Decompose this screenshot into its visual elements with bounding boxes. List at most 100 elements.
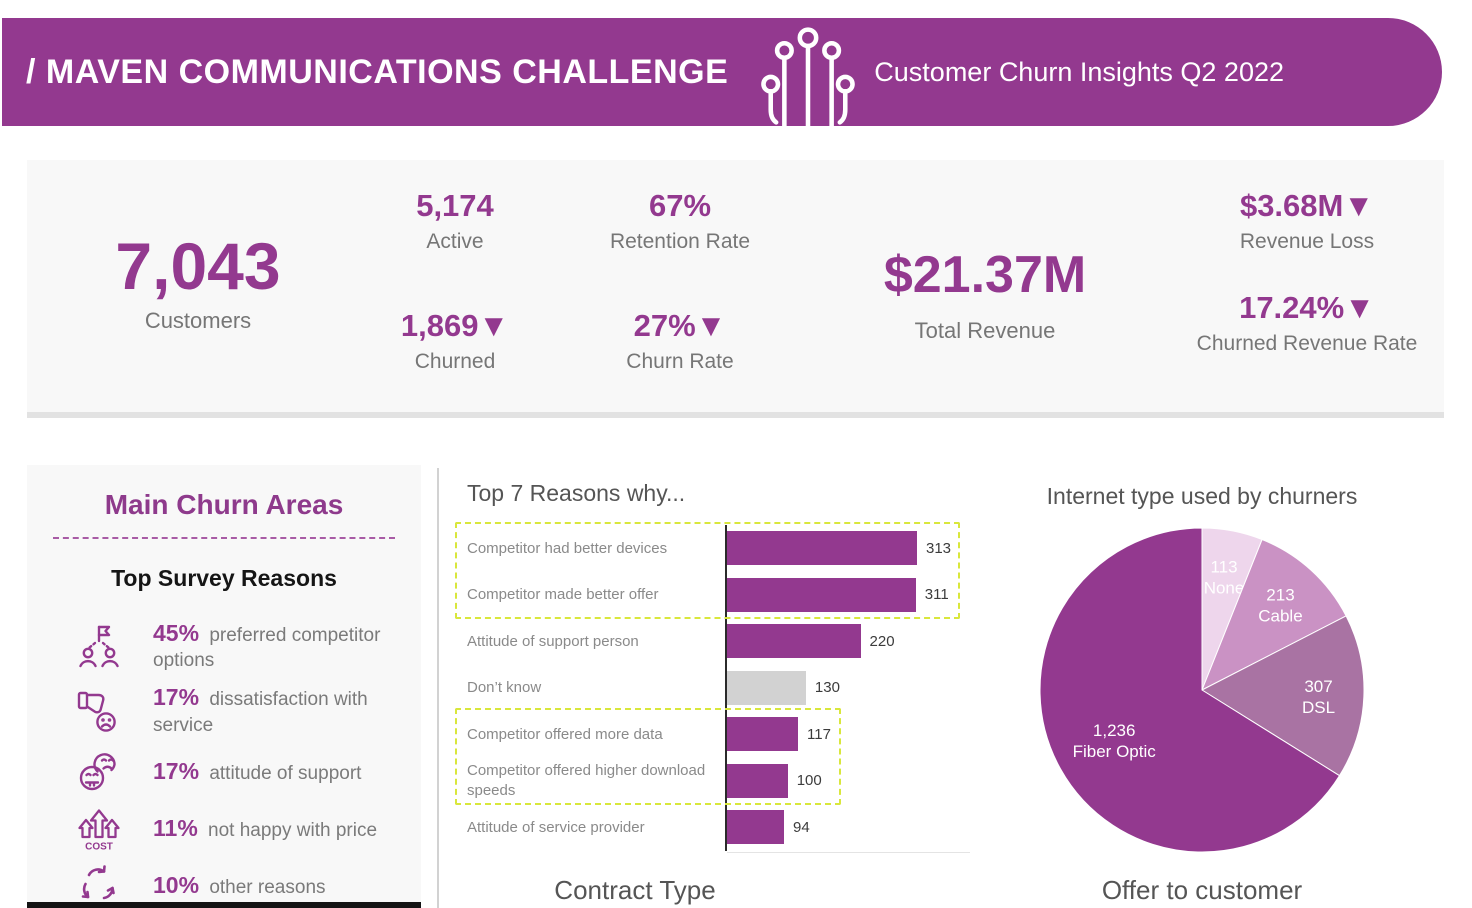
- kpi-retention-rate: 67% Retention Rate: [570, 188, 790, 255]
- bar-value-label: 220: [869, 632, 895, 650]
- bar-chart-row: Competitor offered higher download speed…: [467, 757, 972, 804]
- kpi-churned-label: Churned: [414, 349, 496, 373]
- column-divider: [437, 468, 439, 908]
- survey-reason-row: 11% not happy with price: [71, 804, 407, 852]
- bar-category-label: Attitude of support person: [467, 632, 639, 650]
- cycle-arrows-icon: [71, 861, 127, 908]
- survey-reason-row: 17% attitude of support: [71, 747, 407, 795]
- kpi-churned: 1,869▼ Churned: [375, 308, 535, 375]
- highlight-box: [455, 708, 842, 805]
- survey-reason-row: 17% dissatisfaction with service: [71, 682, 407, 737]
- kpi-revenue-loss-value: $3.68M▼: [1239, 188, 1375, 223]
- kpi-active-value: 5,174: [416, 188, 494, 223]
- survey-reason-row: 45% preferred competitor options: [71, 618, 407, 673]
- bar-chart-title: Top 7 Reasons why...: [467, 480, 686, 506]
- kpi-churned-revenue-rate-label: Churned Revenue Rate: [1196, 331, 1418, 355]
- dashed-divider: [53, 537, 395, 539]
- contract-type-title: Contract Type: [554, 875, 716, 905]
- survey-reason-label: attitude of support: [204, 762, 362, 784]
- survey-reason-text: 45% preferred competitor options: [153, 618, 407, 673]
- bar-value-label: 130: [814, 679, 840, 697]
- survey-reason-percent: 11%: [153, 814, 198, 841]
- pie-chart: 113 None 213 Cable 307 DSL 1,236 Fiber Optic: [1039, 527, 1365, 853]
- circuit-icon: [761, 27, 856, 126]
- pie-chart-title: Internet type used by churners: [1046, 483, 1358, 509]
- bar[interactable]: [727, 810, 785, 845]
- competitor-people-flag-icon: [71, 622, 127, 670]
- bar-value-label: 313: [926, 539, 952, 557]
- top-reasons-bar-chart: Top 7 Reasons why... Competitor had bett…: [450, 475, 985, 908]
- bar-chart-row: Attitude of service provider 94: [467, 804, 972, 851]
- kpi-churn-rate-label: Churn Rate: [626, 349, 734, 373]
- kpi-churned-value: 1,869▼: [400, 308, 510, 343]
- internet-type-pie-chart: Internet type used by churners 113 None 21…: [985, 475, 1472, 908]
- kpi-churn-rate-value: 27%▼: [633, 308, 727, 343]
- pie-slice[interactable]: [1039, 527, 1341, 853]
- pie-slice-label: 113 None: [1204, 557, 1245, 597]
- page-title: / MAVEN COMMUNICATIONS CHALLENGE: [26, 52, 729, 91]
- kpi-customers: 7,043 Customers: [33, 229, 363, 335]
- survey-reason-text: 11% not happy with price: [153, 813, 377, 843]
- kpi-total-revenue-label: Total Revenue: [914, 317, 1056, 343]
- bar-chart-row: Don’t know 130: [467, 664, 972, 711]
- bar-category-label: Competitor offered more data: [467, 725, 663, 743]
- bar-value-label: 311: [924, 586, 949, 604]
- kpi-retention-value: 67%: [648, 188, 712, 223]
- thumbs-down-sad-face-icon: [71, 686, 127, 734]
- main-churn-areas-panel: Main Churn Areas Top Survey Reasons 45% …: [27, 465, 421, 908]
- bar[interactable]: [727, 531, 917, 566]
- kpi-revenue-loss-label: Revenue Loss: [1239, 229, 1375, 253]
- bar-value-label: 100: [796, 772, 822, 790]
- survey-reason-label: dissatisfaction with service: [153, 689, 368, 736]
- unhappy-faces-icon: [71, 747, 127, 795]
- kpi-revenue-loss: $3.68M▼ Revenue Loss: [1177, 188, 1437, 255]
- header-banner: / MAVEN COMMUNICATIONS CHALLENGE Custome…: [2, 18, 1442, 126]
- bar-category-label: Competitor offered higher download speed…: [467, 762, 706, 799]
- kpi-total-revenue-value: $21.37M: [883, 246, 1087, 304]
- bar-category-label: Competitor made better offer: [467, 586, 659, 603]
- bar-category-label: Don’t know: [467, 679, 542, 696]
- bar[interactable]: [727, 670, 806, 705]
- pie-slice-label: 307 DSL: [1302, 677, 1335, 717]
- pie-slice-label: 213 Cable: [1258, 586, 1302, 626]
- survey-reason-label: preferred competitor options: [153, 625, 381, 672]
- survey-reason-label: not happy with price: [202, 819, 378, 841]
- survey-reason-text: 10% other reasons: [153, 870, 326, 900]
- offer-to-customer-title: Offer to customer: [1101, 875, 1303, 905]
- bar-value-label: 94: [793, 818, 810, 836]
- bar[interactable]: [727, 763, 788, 798]
- axis-baseline: [727, 852, 970, 853]
- bar-chart-row: Competitor made better offer 311: [467, 571, 972, 618]
- survey-reason-label: other reasons: [204, 876, 326, 898]
- survey-reason-percent: 10%: [153, 871, 200, 898]
- highlight-box: [455, 522, 960, 619]
- report-subtitle: Customer Churn Insights Q2 2022: [874, 56, 1284, 87]
- survey-reason-row: 10% other reasons: [71, 861, 407, 908]
- survey-reason-text: 17% dissatisfaction with service: [153, 682, 407, 737]
- kpi-customers-value: 7,043: [115, 229, 281, 303]
- pie-slice[interactable]: [1200, 615, 1365, 777]
- survey-reasons-list: 45% preferred competitor options 17% diss…: [71, 618, 407, 908]
- survey-reason-text: 17% attitude of support: [153, 756, 361, 786]
- survey-reasons-title: Top Survey Reasons: [111, 565, 337, 591]
- kpi-churned-revenue-rate-value: 17.24%▼: [1239, 290, 1375, 325]
- kpi-active-label: Active: [426, 229, 484, 253]
- cost-rising-arrows-icon: [71, 804, 127, 852]
- pie-slice[interactable]: [1201, 538, 1347, 692]
- kpi-total-revenue: $21.37M Total Revenue: [825, 248, 1145, 344]
- bar-chart-row: Competitor offered more data 117: [467, 711, 972, 758]
- bar-chart-row: Attitude of support person 220: [467, 618, 972, 665]
- bar[interactable]: [727, 717, 799, 752]
- survey-reason-percent: 45%: [153, 620, 200, 646]
- kpi-active: 5,174 Active: [375, 188, 535, 255]
- churn-areas-title: Main Churn Areas: [104, 489, 344, 520]
- bar[interactable]: [727, 577, 916, 612]
- kpi-summary-card: 7,043 Customers 5,174 Active 1,869▼ Chur…: [27, 160, 1444, 418]
- pie-slice-label: 1,236 Fiber Optic: [1073, 721, 1157, 761]
- bar-category-label: Competitor had better devices: [467, 539, 668, 557]
- survey-reason-percent: 17%: [153, 684, 200, 711]
- bar-chart-rows: Competitor had better devices 313 Competit…: [467, 525, 972, 851]
- bar[interactable]: [727, 624, 861, 659]
- bar-chart-row: Competitor had better devices 313: [467, 525, 972, 572]
